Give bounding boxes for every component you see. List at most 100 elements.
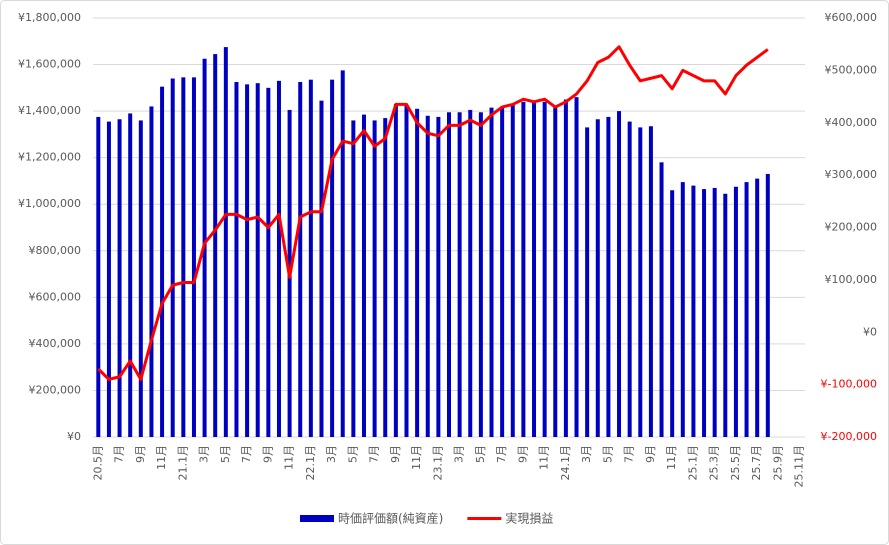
y2-tick-label: ¥200,000 bbox=[825, 221, 878, 234]
y-tick-label: ¥400,000 bbox=[29, 337, 82, 350]
bar bbox=[138, 120, 143, 437]
bar bbox=[733, 186, 738, 437]
bar bbox=[170, 78, 175, 438]
x-tick-label: 3月 bbox=[580, 445, 593, 463]
bar bbox=[372, 120, 377, 437]
y2-tick-label: ¥0 bbox=[863, 325, 877, 338]
x-tick-label: 3月 bbox=[453, 445, 466, 463]
bar bbox=[500, 106, 505, 437]
bar bbox=[478, 112, 483, 438]
y-tick-label: ¥1,800,000 bbox=[18, 11, 81, 24]
x-tick-label: 25.11月 bbox=[793, 445, 806, 488]
y2-tick-label: ¥500,000 bbox=[825, 63, 878, 76]
y-tick-label: ¥0 bbox=[67, 430, 81, 443]
bar bbox=[574, 97, 579, 438]
y-tick-label: ¥1,400,000 bbox=[18, 104, 81, 117]
bar bbox=[149, 106, 154, 437]
bar bbox=[542, 101, 547, 438]
bar bbox=[181, 77, 186, 437]
x-tick-label: 7月 bbox=[368, 445, 381, 463]
x-tick-label: 11月 bbox=[283, 445, 296, 470]
bar bbox=[670, 190, 675, 437]
bar bbox=[330, 79, 335, 438]
y-tick-label: ¥800,000 bbox=[29, 244, 82, 257]
bar bbox=[457, 112, 462, 438]
bar bbox=[160, 86, 165, 438]
bar bbox=[510, 104, 515, 437]
bar bbox=[638, 127, 643, 438]
y-tick-label: ¥1,000,000 bbox=[18, 197, 81, 210]
bar bbox=[96, 116, 101, 438]
y2-tick-label: ¥100,000 bbox=[825, 273, 878, 286]
x-tick-label: 5月 bbox=[474, 445, 487, 463]
bar bbox=[276, 80, 281, 437]
x-tick-label: 3月 bbox=[325, 445, 338, 463]
x-tick-label: 7月 bbox=[495, 445, 508, 463]
legend-label: 時価評価額(純資産) bbox=[338, 511, 443, 526]
bar bbox=[553, 106, 558, 437]
bar bbox=[691, 185, 696, 437]
bar bbox=[213, 54, 218, 437]
x-tick-label: 9月 bbox=[644, 445, 657, 463]
x-tick-label: 7月 bbox=[623, 445, 636, 463]
bar bbox=[223, 47, 228, 437]
x-tick-label: 25.1月 bbox=[686, 445, 699, 481]
bar bbox=[680, 182, 685, 437]
bar bbox=[744, 182, 749, 437]
bar bbox=[595, 119, 600, 437]
x-tick-label: 21.1月 bbox=[176, 445, 189, 481]
bar bbox=[585, 127, 590, 438]
bar bbox=[266, 87, 271, 437]
bar bbox=[606, 116, 611, 438]
y-tick-label: ¥600,000 bbox=[29, 290, 82, 303]
x-tick-label: 5月 bbox=[346, 445, 359, 463]
y-tick-label: ¥1,200,000 bbox=[18, 151, 81, 164]
bar bbox=[489, 107, 494, 437]
bar bbox=[361, 114, 366, 437]
bar bbox=[659, 162, 664, 438]
y-tick-label: ¥200,000 bbox=[29, 383, 82, 396]
x-tick-label: 3月 bbox=[198, 445, 211, 463]
y2-tick-label: ¥-200,000 bbox=[821, 430, 877, 443]
legend-swatch bbox=[300, 515, 334, 522]
legend-label: 実現損益 bbox=[505, 511, 553, 526]
bar bbox=[425, 115, 430, 438]
bar bbox=[532, 101, 537, 438]
x-tick-label: 25.7月 bbox=[750, 445, 763, 481]
bar bbox=[234, 82, 239, 437]
bar bbox=[128, 113, 133, 437]
bar bbox=[755, 178, 760, 437]
bar bbox=[255, 83, 260, 437]
bar bbox=[521, 101, 526, 438]
bar bbox=[765, 173, 770, 437]
bar bbox=[563, 99, 568, 437]
bar bbox=[627, 121, 632, 437]
x-tick-label: 11月 bbox=[665, 445, 678, 470]
bar bbox=[702, 189, 707, 437]
x-tick-label: 11月 bbox=[155, 445, 168, 470]
x-tick-label: 25.5月 bbox=[729, 445, 742, 481]
bar bbox=[319, 100, 324, 437]
x-tick-label: 9月 bbox=[261, 445, 274, 463]
y-tick-label: ¥1,600,000 bbox=[18, 58, 81, 71]
bar bbox=[617, 111, 622, 437]
y2-tick-label: ¥300,000 bbox=[825, 168, 878, 181]
x-tick-label: 7月 bbox=[240, 445, 253, 463]
line bbox=[97, 45, 769, 381]
x-tick-label: 9月 bbox=[134, 445, 147, 463]
x-tick-label: 25.9月 bbox=[771, 445, 784, 481]
bar bbox=[191, 77, 196, 437]
bar bbox=[308, 79, 313, 438]
bar bbox=[106, 121, 111, 437]
bar bbox=[393, 104, 398, 437]
x-tick-label: 25.3月 bbox=[708, 445, 721, 481]
x-tick-label: 24.1月 bbox=[559, 445, 572, 481]
x-tick-label: 11月 bbox=[410, 445, 423, 470]
x-tick-label: 11月 bbox=[538, 445, 551, 470]
x-tick-label: 5月 bbox=[219, 445, 232, 463]
bar bbox=[351, 120, 356, 437]
x-tick-label: 22.1月 bbox=[304, 445, 317, 481]
bar bbox=[245, 84, 250, 437]
